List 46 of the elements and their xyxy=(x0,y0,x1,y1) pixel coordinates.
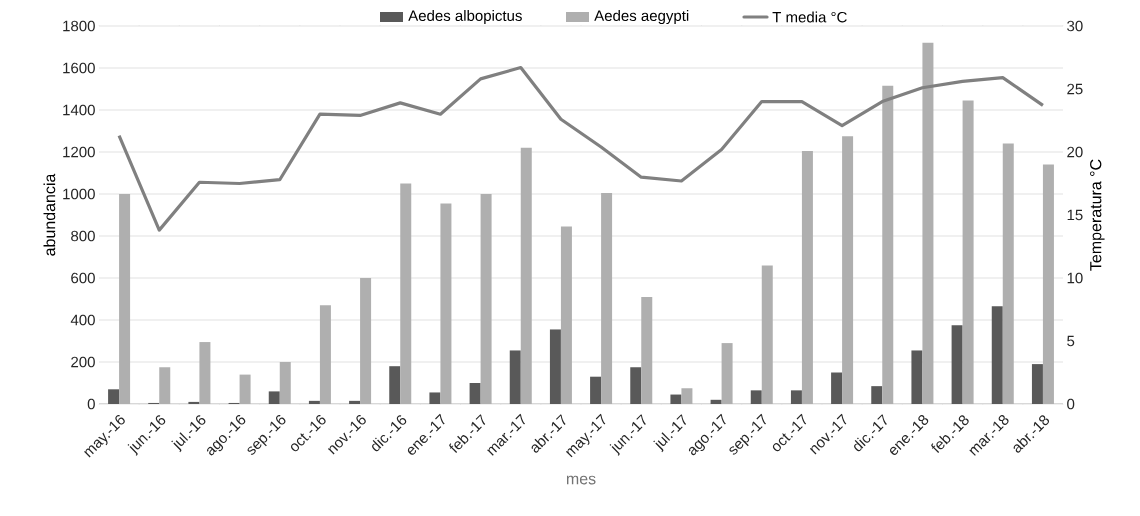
x-axis-title: mes xyxy=(566,475,596,485)
y2-axis-title: Temperatura °C xyxy=(1090,159,1105,271)
y-tick-label: 1800 xyxy=(63,20,95,32)
y2-tick-label: 10 xyxy=(1067,272,1083,284)
bar xyxy=(790,390,802,404)
y2-tick-label: 30 xyxy=(1067,20,1083,32)
bar xyxy=(1031,364,1043,404)
bar xyxy=(268,391,280,404)
legend-label: Aedes aegypti xyxy=(594,10,689,24)
bar xyxy=(630,367,642,404)
bar xyxy=(831,372,843,404)
y-tick-label: 1200 xyxy=(63,146,95,158)
bar xyxy=(429,392,441,404)
bar xyxy=(590,376,602,404)
bar xyxy=(389,366,401,404)
line-series xyxy=(117,65,1045,232)
bar xyxy=(991,306,1003,404)
bar xyxy=(871,386,883,404)
bar xyxy=(670,394,682,404)
y-tick-label: 800 xyxy=(71,230,95,242)
bar xyxy=(469,383,481,404)
y-axis-title: abundancia xyxy=(43,173,56,256)
bar xyxy=(349,400,361,404)
y2-tick-label: 15 xyxy=(1067,209,1083,221)
bar xyxy=(509,350,521,404)
y2-tick-label: 25 xyxy=(1067,83,1083,95)
y2-tick-label: 20 xyxy=(1067,146,1083,158)
y2-tick-label: 5 xyxy=(1067,335,1075,347)
legend-label: Aedes albopictus xyxy=(408,10,522,24)
bar xyxy=(308,400,320,404)
bar xyxy=(750,390,762,404)
y-tick-label: 200 xyxy=(71,356,95,368)
y-tick-label: 0 xyxy=(87,398,95,410)
bar xyxy=(188,401,200,404)
bar xyxy=(108,389,120,404)
bar xyxy=(951,325,963,404)
bar xyxy=(710,399,722,404)
bar xyxy=(549,329,561,404)
legend-label: T media °C xyxy=(772,11,847,23)
y-tick-label: 1600 xyxy=(63,62,95,74)
y-tick-label: 600 xyxy=(71,272,95,284)
y-tick-label: 1000 xyxy=(63,188,95,200)
y-tick-label: 1400 xyxy=(63,104,95,116)
bar xyxy=(911,350,923,404)
y2-tick-label: 0 xyxy=(1067,398,1075,410)
y-tick-label: 400 xyxy=(70,314,95,326)
